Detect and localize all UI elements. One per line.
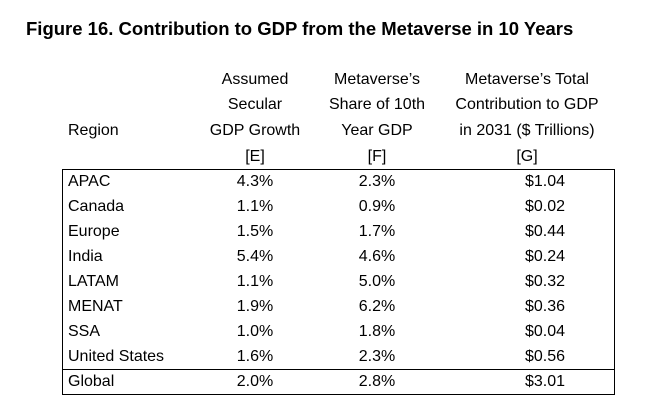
cell: 5.4% <box>236 248 274 265</box>
table-top-rule <box>62 169 615 170</box>
row-label: Europe <box>68 223 120 240</box>
column-header: GDP Growth <box>209 122 301 139</box>
table-right-rule <box>614 169 615 395</box>
column-header: Contribution to GDP <box>455 96 599 113</box>
cell: 1.5% <box>236 223 274 240</box>
cell: 2.3% <box>358 173 396 190</box>
cell: 4.6% <box>358 248 396 265</box>
column-header: [E] <box>245 148 265 165</box>
row-label: United States <box>68 348 165 365</box>
row-label: India <box>68 248 103 265</box>
title: Figure 16. Contribution to GDP from the … <box>26 18 574 39</box>
row-label: APAC <box>68 173 111 190</box>
row-label: MENAT <box>68 298 123 315</box>
row-label: SSA <box>68 323 101 340</box>
cell: 1.6% <box>236 348 274 365</box>
region-header: Region <box>68 122 119 139</box>
cell: $0.04 <box>524 323 566 340</box>
cell: 1.0% <box>236 323 274 340</box>
cell: $0.02 <box>524 198 566 215</box>
column-header: Metaverse’s <box>334 71 420 88</box>
total-cell: 2.8% <box>358 373 396 390</box>
cell: $0.36 <box>524 298 566 315</box>
column-header: Year GDP <box>341 122 413 139</box>
cell: $0.32 <box>524 273 566 290</box>
cell: 1.8% <box>358 323 396 340</box>
total-rule <box>62 369 615 370</box>
total-cell: $3.01 <box>524 373 566 390</box>
column-header: [F] <box>367 148 387 165</box>
total-cell: 2.0% <box>236 373 274 390</box>
cell: 4.3% <box>236 173 274 190</box>
cell: 1.9% <box>236 298 274 315</box>
table-bottom-rule <box>62 394 615 395</box>
cell: $1.04 <box>524 173 566 190</box>
cell: $0.44 <box>524 223 566 240</box>
column-header: Secular <box>227 96 283 113</box>
cell: 6.2% <box>358 298 396 315</box>
cell: 0.9% <box>358 198 396 215</box>
table-left-rule <box>62 169 63 395</box>
cell: 5.0% <box>358 273 396 290</box>
row-label: Canada <box>68 198 125 215</box>
cell: 1.7% <box>358 223 396 240</box>
column-header: [G] <box>516 148 538 165</box>
column-header: Assumed <box>221 71 289 88</box>
cell: 1.1% <box>236 273 274 290</box>
column-header: in 2031 ($ Trillions) <box>459 122 595 139</box>
row-label: LATAM <box>68 273 119 290</box>
cell: $0.56 <box>524 348 566 365</box>
column-header: Share of 10th <box>328 96 426 113</box>
cell: $0.24 <box>524 248 566 265</box>
cell: 2.3% <box>358 348 396 365</box>
column-header: Metaverse’s Total <box>465 71 589 88</box>
cell: 1.1% <box>236 198 274 215</box>
total-label: Global <box>68 373 115 390</box>
